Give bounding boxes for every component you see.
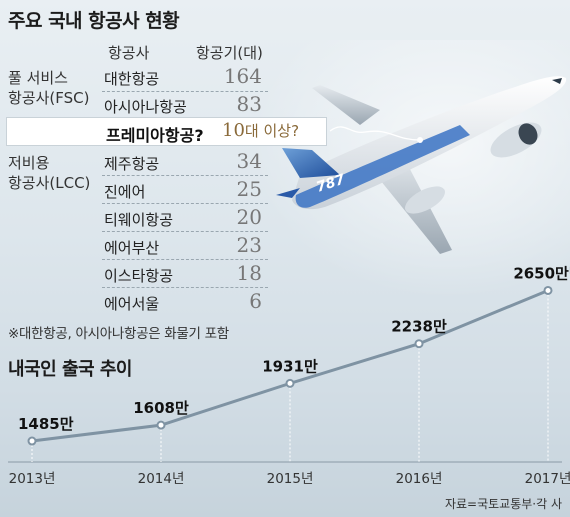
leader-dot <box>417 137 423 143</box>
far-wing <box>312 85 380 125</box>
x-tick-label: 2013년 <box>9 471 56 487</box>
highlight-airline-name: 프레미아항공? <box>106 126 204 145</box>
row-name-eastar: 이스타항공 <box>104 267 174 285</box>
group-label-lcc-line2: 항공사(LCC) <box>8 174 91 192</box>
cockpit-window <box>552 78 562 84</box>
row-value-jin-air: 25 <box>236 177 262 201</box>
group-label-lcc-line1: 저비용 <box>8 154 50 172</box>
row-name-korean-air: 대한항공 <box>104 70 160 88</box>
row-divider <box>102 287 268 288</box>
highlight-value-suffix: 대 이상? <box>244 122 300 140</box>
group-label-fsc-line2: 항공사(FSC) <box>8 89 90 107</box>
engine-left <box>405 186 445 214</box>
data-label: 1931만 <box>262 357 318 375</box>
x-tick-label: 2017년 <box>525 471 570 487</box>
vertical-tail <box>282 148 340 178</box>
group-label-fsc: 풀 서비스 항공사(FSC) <box>8 68 89 108</box>
row-value-jeju-air: 34 <box>236 149 262 173</box>
leader-line <box>329 126 421 141</box>
row-name-jeju-air: 제주항공 <box>104 155 160 173</box>
row-name-tway: 티웨이항공 <box>104 211 174 229</box>
data-label: 1608만 <box>133 399 189 417</box>
row-divider <box>102 259 268 260</box>
highlight-value-number: 10 <box>222 120 245 141</box>
fleet-title: 주요 국내 항공사 현황 <box>8 10 180 32</box>
col-header-airline: 항공사 <box>108 44 150 62</box>
col-header-aircraft: 항공기(대) <box>196 44 263 62</box>
group-label-fsc-line1: 풀 서비스 <box>8 69 68 87</box>
row-name-jin-air: 진에어 <box>104 183 146 201</box>
group-label-lcc: 저비용 항공사(LCC) <box>8 153 90 193</box>
horizontal-tail <box>276 188 300 198</box>
highlight-aircraft-value: 10대 이상? <box>222 120 299 141</box>
row-value-korean-air: 164 <box>223 64 262 88</box>
row-value-air-seoul: 6 <box>249 289 262 313</box>
data-point <box>156 420 166 430</box>
row-divider <box>102 175 268 176</box>
row-name-air-seoul: 에어서울 <box>104 295 160 313</box>
x-tick-label: 2015년 <box>267 471 314 487</box>
row-divider <box>102 91 268 92</box>
data-point <box>414 339 424 349</box>
row-divider <box>102 203 268 204</box>
row-name-air-busan: 에어부산 <box>104 239 160 257</box>
chart-title: 내국인 출국 추이 <box>8 359 132 380</box>
row-value-eastar: 18 <box>236 261 262 285</box>
row-value-air-busan: 23 <box>236 233 262 257</box>
data-point <box>285 378 295 388</box>
source-credit: 자료=국토교통부·각 사 <box>444 497 562 511</box>
engine-right-intake <box>518 123 538 145</box>
x-tick-label: 2014년 <box>138 471 185 487</box>
data-label: 2238만 <box>391 318 447 336</box>
footnote: ※대한항공, 아시아나항공은 화물기 포함 <box>8 326 229 342</box>
row-value-asiana: 83 <box>236 92 262 116</box>
row-value-tway: 20 <box>236 205 262 229</box>
x-tick-label: 2016년 <box>396 471 443 487</box>
data-label: 1485만 <box>18 415 74 433</box>
data-point <box>543 285 553 295</box>
highlight-row <box>6 117 327 146</box>
data-point <box>27 436 37 446</box>
data-label: 2650만명 <box>513 264 570 282</box>
livery-band <box>295 125 470 208</box>
row-divider <box>102 231 268 232</box>
row-name-asiana: 아시아나항공 <box>104 98 187 116</box>
